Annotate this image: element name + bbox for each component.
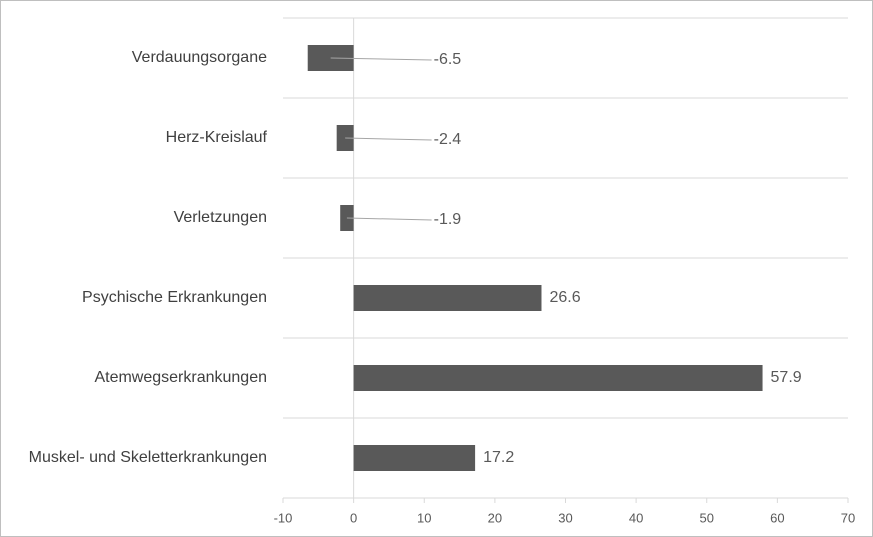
y-tick-label: Atemwegserkrankungen	[94, 369, 267, 386]
value-label: -2.4	[434, 131, 462, 148]
leader-line	[345, 137, 432, 141]
value-label: 57.9	[771, 369, 802, 386]
y-tick-label: Verletzungen	[174, 209, 267, 226]
x-tick-label: 30	[558, 510, 572, 525]
bar	[353, 285, 542, 311]
x-tick-label: 70	[841, 510, 855, 525]
leader-line	[346, 217, 432, 221]
value-label: -6.5	[434, 51, 462, 68]
y-tick-label: Herz-Kreislauf	[166, 129, 268, 146]
x-tick-label: 60	[770, 510, 784, 525]
x-tick-label: 50	[700, 510, 714, 525]
y-tick-label: Psychische Erkrankungen	[82, 289, 267, 306]
bar	[353, 365, 763, 391]
x-tick-label: 10	[417, 510, 431, 525]
value-label: 26.6	[549, 289, 580, 306]
value-label: 17.2	[483, 449, 514, 466]
value-label: -1.9	[434, 211, 462, 228]
x-tick-label: 20	[488, 510, 502, 525]
leader-line	[330, 57, 432, 61]
y-tick-label: Muskel- und Skeletterkrankungen	[29, 449, 267, 466]
y-tick-label: Verdauungsorgane	[132, 49, 267, 66]
x-tick-label: 40	[629, 510, 643, 525]
bar	[353, 445, 476, 471]
x-tick-label: 0	[350, 510, 357, 525]
x-tick-label: -10	[274, 510, 293, 525]
